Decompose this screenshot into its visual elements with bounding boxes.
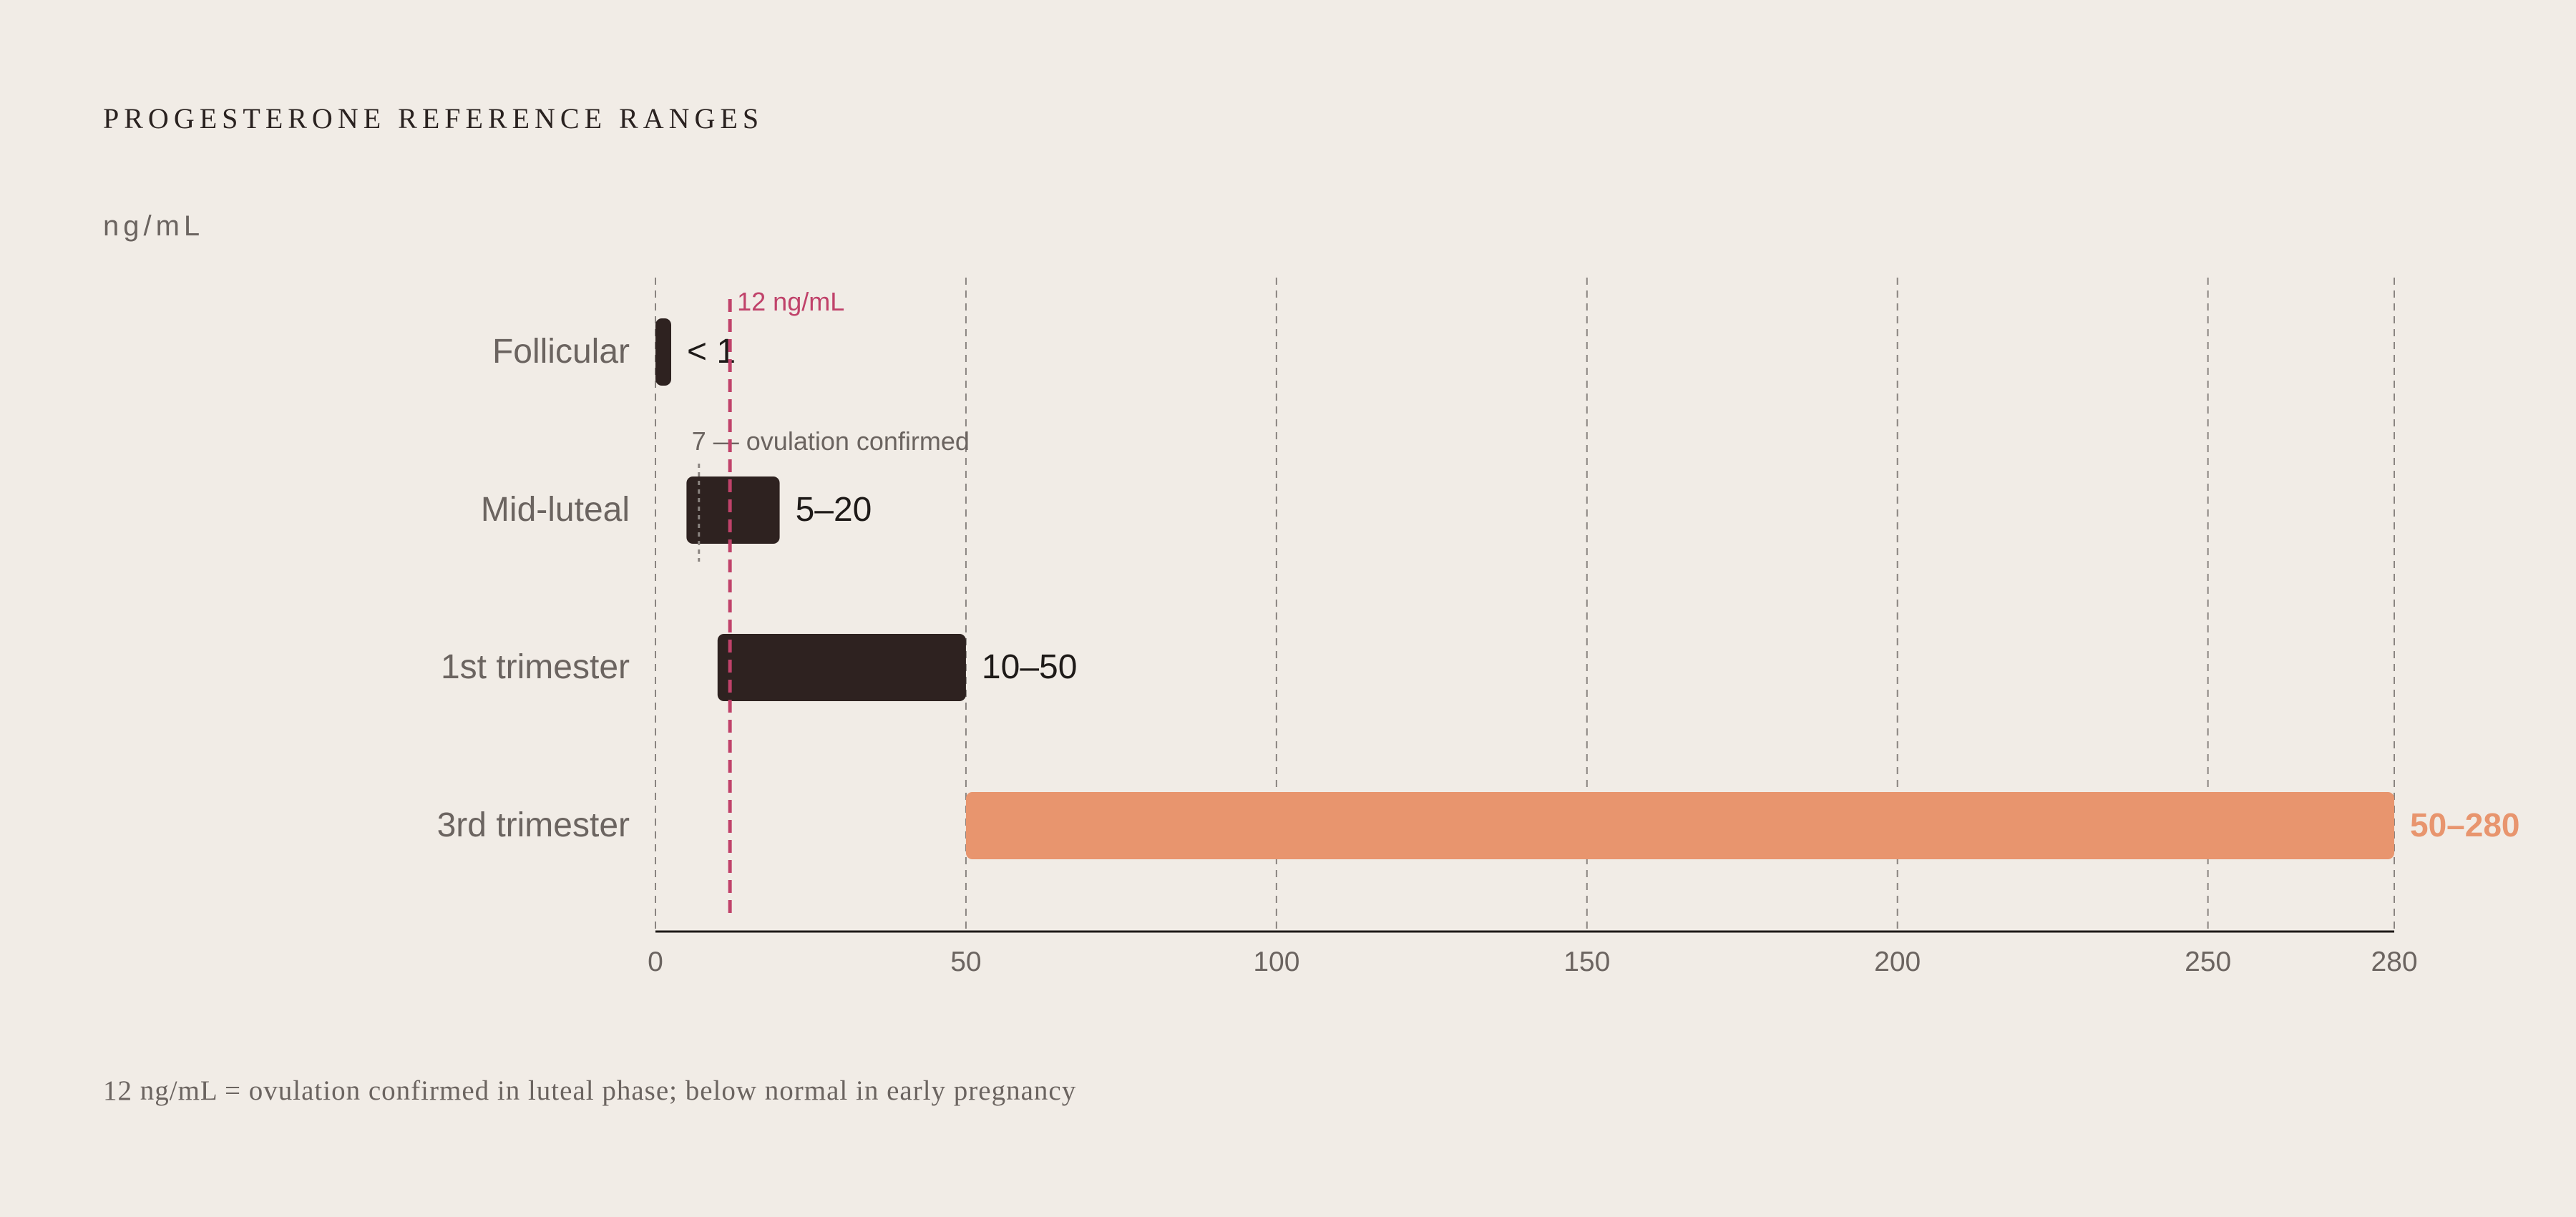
range-bar — [965, 792, 2394, 859]
x-tick-label: 150 — [1563, 947, 1610, 977]
range-value-label: 50–280 — [2410, 806, 2520, 844]
category-label: 3rd trimester — [437, 806, 630, 844]
chart-title: PROGESTERONE REFERENCE RANGES — [103, 102, 764, 135]
reference-line-label: 12 ng/mL — [737, 287, 844, 316]
chart-footnote: 12 ng/mL = ovulation confirmed in luteal… — [103, 1075, 1077, 1106]
range-bar — [686, 476, 780, 544]
range-value-label: 10–50 — [982, 648, 1077, 686]
x-tick-label: 100 — [1253, 947, 1299, 977]
x-tick-label: 250 — [2185, 947, 2231, 977]
category-label: Mid-luteal — [481, 491, 630, 529]
x-tick-label: 0 — [648, 947, 663, 977]
range-value-label: 5–20 — [796, 491, 872, 529]
x-tick-label: 50 — [950, 947, 981, 977]
x-tick-label: 200 — [1874, 947, 1921, 977]
range-value-label: < 1 — [687, 333, 736, 371]
range-bar — [655, 318, 671, 386]
category-label: Follicular — [492, 333, 630, 371]
annotation-label: 7 — ovulation confirmed — [692, 426, 970, 456]
chart-unit-label: ng/mL — [103, 210, 205, 242]
category-label: 1st trimester — [441, 648, 630, 686]
x-tick-label: 280 — [2371, 947, 2417, 977]
range-bar — [717, 634, 966, 701]
